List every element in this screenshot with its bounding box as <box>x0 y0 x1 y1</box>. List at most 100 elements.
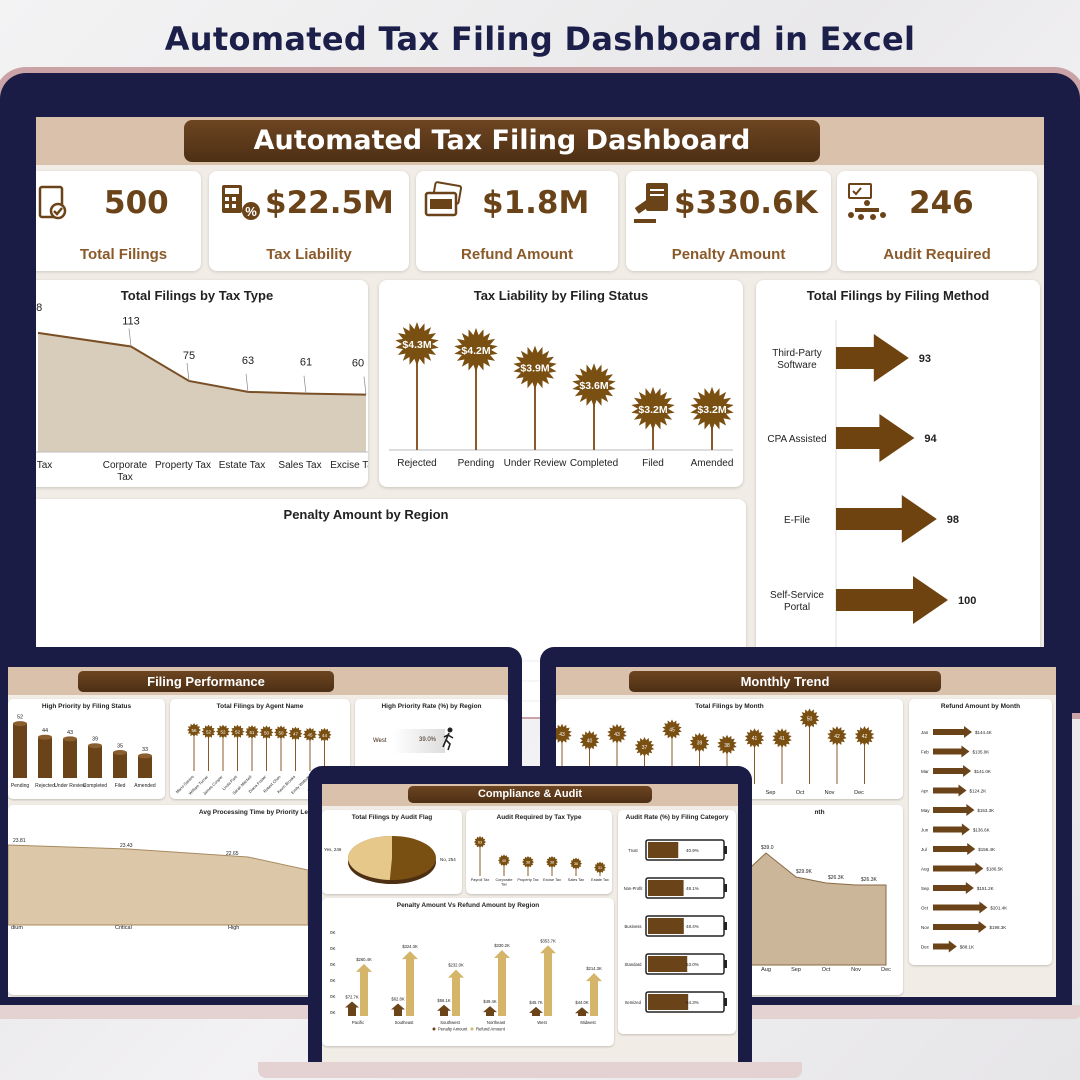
arrow-chart-filings-by-method: 93 Third-Party Software 94 CPA Assisted 98 E-F… <box>767 320 976 717</box>
gavel-document-icon <box>634 183 668 223</box>
data-label: $232.0K <box>448 963 464 968</box>
cylinder-top <box>88 743 102 749</box>
y-tick-label: 0K <box>330 962 336 967</box>
panel-high-priority-by-status: High Priority by Filing Status 52 Pending… <box>8 699 165 799</box>
data-label: $353.7K <box>540 938 556 943</box>
x-tick-label: Filed <box>115 783 126 789</box>
data-label: $3.6M <box>579 380 608 392</box>
data-label: $124.2K <box>970 789 987 794</box>
arrow-bar <box>836 576 948 624</box>
data-label: $144.4K <box>975 730 992 735</box>
arrow-bar <box>933 765 972 777</box>
data-label: 94 <box>924 433 937 445</box>
arrow-bar <box>933 921 987 933</box>
panel-tax-liability-by-status: Tax Liability by Filing Status $4.3M Reje… <box>379 280 743 487</box>
burst-marker <box>772 728 792 749</box>
battery-cap <box>724 960 727 968</box>
chart-title: High Priority by Filing Status <box>41 703 132 710</box>
burst-marker <box>498 854 510 867</box>
burst-marker <box>607 723 627 744</box>
y-tick-label: Business <box>625 924 642 929</box>
burst-marker <box>717 734 737 755</box>
x-tick-label: Sep <box>791 967 801 973</box>
rate-bar <box>393 729 445 753</box>
legend-label: Penalty Amount <box>438 1027 468 1032</box>
burst-marker <box>245 725 259 739</box>
leader-line <box>186 362 190 382</box>
panel-penalty-vs-refund: Penalty Amount Vs Refund Amount by Regio… <box>322 898 614 1046</box>
data-label: 42 <box>862 734 868 740</box>
x-tick-label: Sales Tax <box>568 878 584 882</box>
kpi-card-total-filings[interactable]: 500 Total Filings <box>36 171 201 271</box>
chart-title-fragment: nth <box>814 809 825 816</box>
data-label: 52 <box>206 730 212 735</box>
data-label: $4.2M <box>461 345 490 357</box>
data-label: 38 <box>724 743 730 749</box>
x-tick-label: Dec <box>881 967 891 973</box>
data-label: 45 <box>669 727 675 733</box>
panel-audit-by-tax-type: Audit Required by Tax Type 63 Payroll Tax… <box>466 810 612 894</box>
chart-title: Total Filings by Tax Type <box>120 288 274 303</box>
arrow-bar <box>836 334 909 382</box>
arrow-bar <box>933 901 988 914</box>
burst-marker <box>216 724 230 739</box>
x-tick-label: Southeast <box>395 1020 415 1025</box>
x-tick-label: Rejected <box>35 783 55 789</box>
data-label: 33 <box>142 747 148 753</box>
pie-slice-yes <box>347 836 392 880</box>
kpi-card-refund-amount[interactable]: $1.8M Refund Amount <box>416 171 618 271</box>
refund-amount-icon <box>424 181 463 217</box>
filing-performance-screen: Filing Performance High Priority by Fili… <box>8 667 508 997</box>
x-tick-label: dium <box>11 925 23 931</box>
battery-chart-audit-rate: 40.9% Trust 48.1% Non-Profit 48.4% Business 53… <box>624 839 727 1013</box>
kpi-card-penalty-amount[interactable]: $330.6K Penalty Amount <box>626 171 831 271</box>
x-tick-label: Sep <box>766 790 776 796</box>
lollipop-chart-filings-by-month: 434043374539384141504242AugSepOctNovDec <box>556 708 875 796</box>
data-label: 38 <box>550 861 554 865</box>
x-tick-label: Aug <box>761 967 771 973</box>
penalty-arrow <box>391 1003 405 1016</box>
burst-marker <box>827 726 847 746</box>
data-label: 40 <box>502 859 506 863</box>
panel-refund-by-month: Refund Amount by Month Jan $144.4K Feb $135… <box>909 699 1052 965</box>
arrow-chart-penalty-vs-refund: 0K 0K 0K 0K 0K 0K $260.4K $72.7K Pacific $324.3K $… <box>330 930 602 1032</box>
checklist-icon <box>38 185 67 220</box>
burst-marker <box>689 732 710 753</box>
leader-line <box>245 373 249 392</box>
data-label: $214.3K <box>586 966 602 971</box>
chart-title: Audit Rate (%) by Filing Category <box>625 814 729 821</box>
x-tick-label: Nov <box>825 790 835 796</box>
region-label: West <box>373 738 387 744</box>
area-fill <box>8 844 309 926</box>
arrow-chart-refund-by-month: Jan $144.4K Feb $135.0K Mar $141.0K Apr $124.2K… <box>921 726 1007 953</box>
data-label: 39 <box>697 741 703 747</box>
y-tick-label: Nov <box>921 925 930 930</box>
penalty-arrow <box>529 1006 543 1016</box>
kpi-card-audit-required[interactable]: 246 Audit Required <box>837 171 1037 271</box>
data-label: 56 <box>191 728 197 733</box>
pie-chart-audit-flag: Yes, 246 No, 254 <box>324 836 456 884</box>
kpi-label: Tax Liability <box>266 246 352 263</box>
panel-filings-by-agent: Total Filings by Agent Name 56 Mario Sant… <box>170 699 350 799</box>
burst-marker <box>546 856 558 868</box>
compliance-title: Compliance & Audit <box>408 786 652 803</box>
burst-marker <box>572 363 616 408</box>
battery-cap <box>724 998 727 1006</box>
data-label: $156.4K <box>978 847 995 852</box>
data-label: $141.0K <box>974 769 991 774</box>
data-label: 128 <box>36 302 42 314</box>
monthly-trend-title: Monthly Trend <box>629 671 941 692</box>
y-tick-label: Sep <box>921 886 930 891</box>
data-label: $4.3M <box>402 339 431 351</box>
data-label: 38 <box>526 861 530 865</box>
chart-title: Penalty Amount Vs Refund Amount by Regio… <box>396 902 540 909</box>
kpi-card-tax-liability[interactable]: % $22.5M Tax Liability <box>209 171 409 271</box>
data-label: $62.8K <box>391 996 404 1001</box>
data-label: $72.7K <box>345 994 358 999</box>
y-tick-label: Standard <box>625 962 643 967</box>
data-label: $198.3K <box>990 925 1007 930</box>
x-tick-label: Filed <box>642 458 664 469</box>
x-tick-label: Completed <box>570 458 618 469</box>
data-label: 41 <box>752 736 758 742</box>
kpi-label: Refund Amount <box>461 246 573 263</box>
